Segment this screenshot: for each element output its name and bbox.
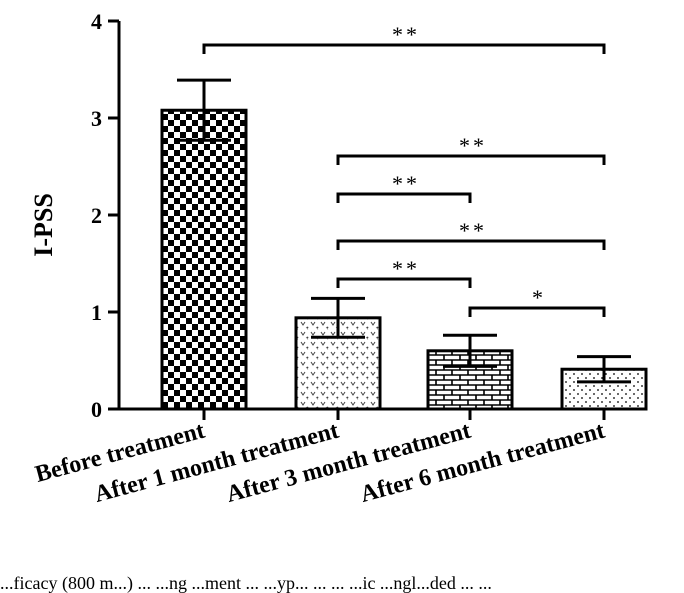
significance-bracket bbox=[336, 239, 606, 250]
figure-caption: ...ficacy (800 m...) ... ...ng ...ment .… bbox=[0, 574, 492, 593]
significance-bracket bbox=[336, 277, 472, 288]
bar bbox=[294, 316, 382, 411]
significance-bracket bbox=[336, 192, 472, 203]
bar bbox=[160, 108, 248, 411]
significance-label: ** bbox=[392, 171, 420, 196]
bars bbox=[160, 78, 648, 411]
significance-label: ** bbox=[392, 256, 420, 281]
y-tick-label: 4 bbox=[91, 9, 102, 34]
y-axis-title: I-PSS bbox=[29, 193, 58, 257]
y-tick-label: 3 bbox=[91, 106, 102, 131]
significance-label: ** bbox=[392, 22, 420, 47]
significance-bracket bbox=[468, 306, 606, 317]
significance-brackets: *********** bbox=[202, 22, 606, 317]
y-tick-label: 0 bbox=[91, 397, 102, 422]
significance-bracket bbox=[336, 154, 606, 165]
significance-label: ** bbox=[459, 218, 487, 243]
y-tick-label: 2 bbox=[91, 203, 102, 228]
significance-label: ** bbox=[459, 133, 487, 158]
significance-label: * bbox=[532, 285, 546, 310]
y-tick-label: 1 bbox=[91, 300, 102, 325]
significance-bracket bbox=[202, 43, 606, 54]
